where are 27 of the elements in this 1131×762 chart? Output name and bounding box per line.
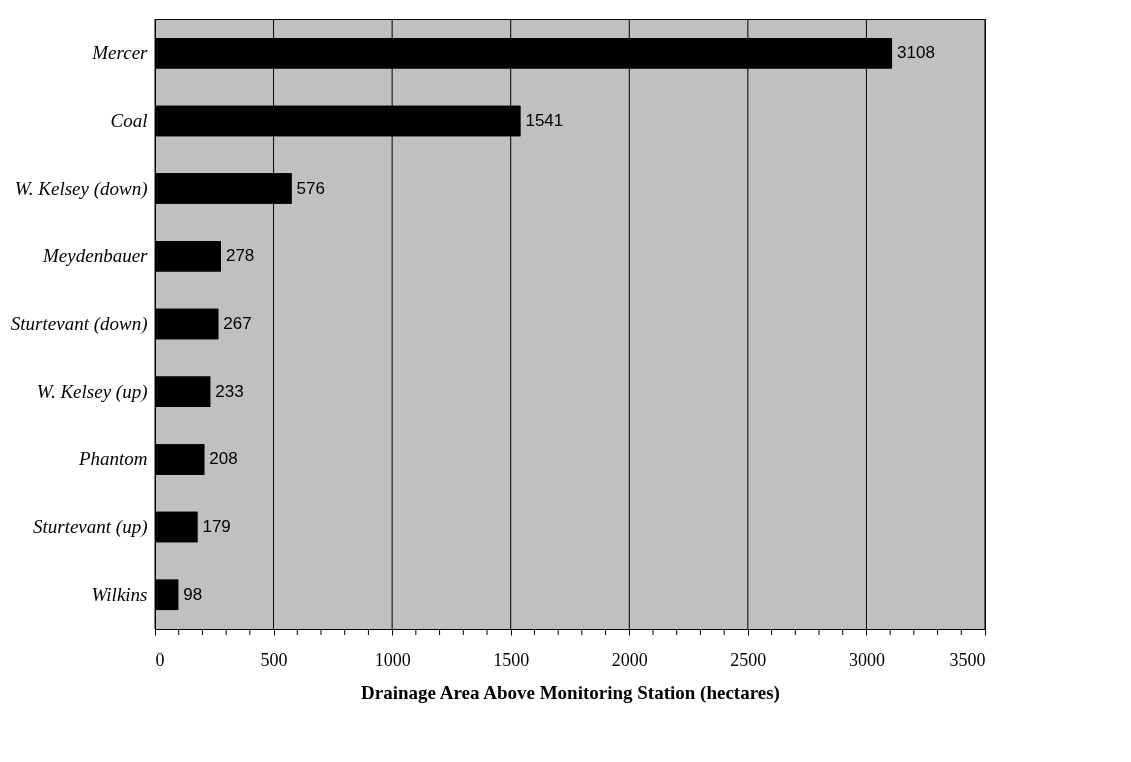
x-tick-label: 1500 xyxy=(493,649,530,670)
data-label: 3108 xyxy=(897,43,935,63)
data-label: 576 xyxy=(296,178,325,198)
x-tick-label: 3500 xyxy=(949,649,986,670)
data-label: 278 xyxy=(225,246,255,266)
x-tick-label: 1000 xyxy=(374,649,411,670)
y-tick-label: Sturtevant (down) xyxy=(10,313,148,335)
y-tick-label: Sturtevant (up) xyxy=(32,516,148,539)
data-label: 208 xyxy=(209,449,238,469)
data-label: 1541 xyxy=(525,110,564,130)
y-tick-label: W. Kelsey (up) xyxy=(36,380,148,403)
y-tick-label: W. Kelsey (down) xyxy=(14,177,148,200)
y-tick-label: Coal xyxy=(110,109,148,131)
data-label: 98 xyxy=(183,584,203,604)
x-tick-label: 2500 xyxy=(730,649,767,670)
x-axis-title: Drainage Area Above Monitoring Station (hectares) xyxy=(361,681,780,704)
y-tick-label: Wilkins xyxy=(91,583,148,605)
x-tick-label: 2000 xyxy=(611,649,648,670)
data-label: 267 xyxy=(223,314,252,333)
x-tick-label: 500 xyxy=(260,649,288,670)
y-tick-label: Phantom xyxy=(77,448,148,470)
x-tick-label: 0 xyxy=(155,649,165,670)
y-tick-label: Meydenbauer xyxy=(42,245,149,267)
y-tick-label: Mercer xyxy=(91,42,149,64)
x-tick-label: 3000 xyxy=(848,649,885,670)
data-label: 233 xyxy=(215,381,244,401)
data-label: 179 xyxy=(202,517,231,537)
